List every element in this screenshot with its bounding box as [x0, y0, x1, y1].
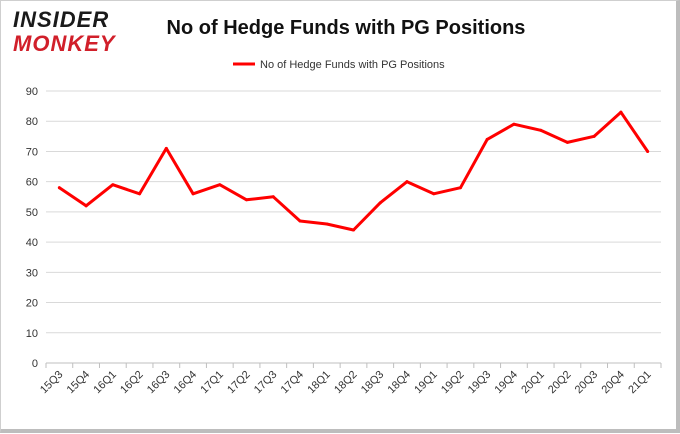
x-tick-label: 18Q2 [332, 369, 360, 397]
data-point [57, 186, 61, 190]
x-tick-label: 16Q1 [91, 369, 119, 397]
data-point [298, 219, 302, 223]
legend: No of Hedge Funds with PG Positions [233, 59, 445, 71]
y-tick-label: 70 [26, 146, 38, 158]
grid-lines [46, 90, 661, 334]
x-tick-label: 19Q2 [439, 369, 467, 397]
data-point [405, 180, 409, 184]
data-point [164, 146, 168, 150]
x-tick-label: 19Q4 [493, 369, 521, 397]
x-tick-label: 17Q4 [279, 369, 307, 397]
data-point [458, 186, 462, 190]
data-point [619, 110, 623, 114]
x-tick-label: 20Q3 [573, 369, 601, 397]
data-point [646, 149, 650, 153]
x-tick-label: 16Q3 [145, 369, 173, 397]
data-point [245, 198, 249, 202]
x-tick-label: 20Q1 [519, 369, 547, 397]
logo-text-monkey: MONKEY [13, 31, 116, 56]
x-tick-label: 18Q3 [359, 369, 387, 397]
x-tick-label: 19Q3 [466, 369, 494, 397]
data-point [84, 204, 88, 208]
x-tick-label: 18Q1 [305, 369, 333, 397]
series-lines [57, 110, 650, 232]
logo-text-insider: INSIDER [13, 7, 110, 32]
y-tick-label: 80 [26, 116, 38, 128]
data-point [352, 228, 355, 232]
data-point [485, 137, 489, 141]
data-point [218, 183, 222, 187]
data-point [592, 134, 596, 138]
data-point [191, 192, 195, 196]
y-tick-label: 90 [26, 86, 38, 98]
x-tick-label: 16Q4 [172, 369, 200, 397]
x-tick-label: 21Q1 [626, 369, 654, 397]
data-point [565, 140, 569, 144]
x-tick-label: 20Q4 [599, 369, 627, 397]
data-point [432, 192, 436, 196]
insider-monkey-logo: INSIDER MONKEY [13, 9, 131, 55]
x-tick-label: 16Q2 [118, 369, 146, 397]
data-point [111, 183, 115, 187]
legend-label: No of Hedge Funds with PG Positions [260, 59, 445, 71]
data-point [325, 222, 329, 226]
x-tick-label: 15Q3 [38, 369, 66, 397]
x-tick-label: 18Q4 [386, 369, 414, 397]
data-point [539, 128, 543, 132]
data-point [512, 122, 516, 126]
data-point [378, 201, 382, 205]
x-tick-label: 20Q2 [546, 369, 574, 397]
chart-title: No of Hedge Funds with PG Positions [166, 17, 526, 39]
y-tick-label: 50 [26, 207, 38, 219]
x-tick-label: 17Q2 [225, 369, 253, 397]
x-tick-label: 15Q4 [65, 369, 93, 397]
data-point [271, 195, 275, 199]
x-tick-label: 17Q3 [252, 369, 280, 397]
y-tick-label: 20 [26, 298, 38, 310]
y-tick-label: 60 [26, 177, 38, 189]
y-tick-label: 40 [26, 237, 38, 249]
x-tick-label: 17Q1 [198, 369, 226, 397]
y-tick-label: 10 [26, 328, 38, 340]
y-tick-label: 0 [32, 358, 38, 370]
data-point [138, 192, 142, 196]
y-tick-label: 30 [26, 267, 38, 279]
x-tick-label: 19Q1 [412, 369, 440, 397]
